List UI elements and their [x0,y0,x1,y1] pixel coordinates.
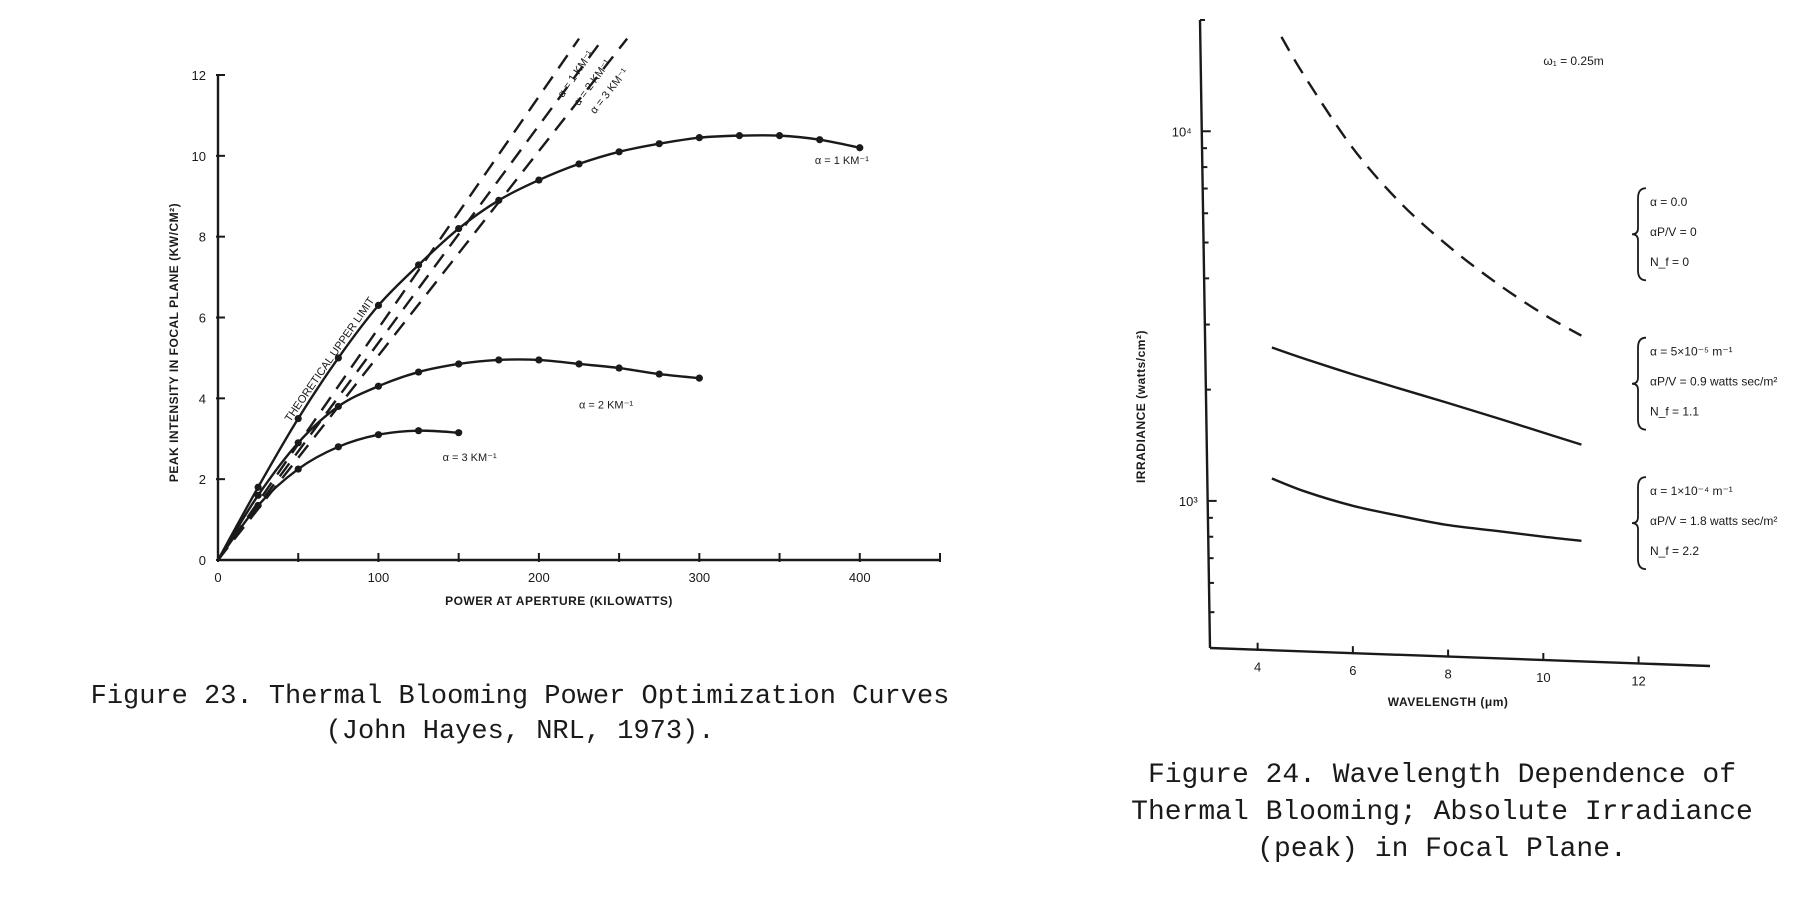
beam-radius-label: ω₁ = 0.25m [1543,54,1603,68]
figure-23-caption: Figure 23. Thermal Blooming Power Optimi… [90,682,950,747]
data-point [695,134,703,142]
parameter-label: αP/V = 1.8 watts sec/m² [1650,514,1777,528]
data-point [535,176,543,184]
data-point [655,140,663,148]
data-point [535,356,543,364]
y-tick-label: 2 [199,472,206,487]
x-tick-label: 8 [1444,667,1451,682]
series-line [1271,477,1582,542]
x-tick-label: 0 [214,570,221,585]
parameter-label: αP/V = 0.9 watts sec/m² [1650,375,1777,389]
power-optimization-chart: 0 100 200 300 400 0 2 4 6 8 10 12 POWER AT APERTURE … [167,37,941,608]
series-line [218,37,580,560]
data-point [695,374,703,382]
figure-24-caption: Figure 24. Wavelength Dependence of Ther… [1131,760,1753,865]
data-point [254,483,262,491]
y-tick-label: 8 [199,230,206,245]
data-point [254,491,262,499]
y-tick-label: 4 [199,391,206,406]
data-point [615,148,623,156]
data-point [334,443,342,451]
data-point [856,144,864,152]
y-tick-label: 6 [199,311,206,326]
data-point [294,465,302,473]
figure-24: 4 6 8 10 12 10³ 10⁴ WAVELENGTH (μm) IRRADIANCE (… [1040,0,1814,908]
data-point [575,160,583,168]
series-line [1271,346,1582,446]
x-tick-label: 4 [1254,660,1261,675]
wavelength-dependence-chart: 4 6 8 10 12 10³ 10⁴ WAVELENGTH (μm) IRRADIANCE (… [1134,19,1777,709]
x-tick-label: 6 [1349,663,1356,678]
x-axis-label: POWER AT APERTURE (KILOWATTS) [445,594,673,608]
y-tick-label: 12 [192,68,206,83]
data-point [374,382,383,390]
data-point [455,429,463,437]
data-point [615,364,623,372]
parameter-label: αP/V = 0 [1650,225,1697,239]
parameter-label: N_f = 0 [1650,255,1689,269]
series-line [1280,36,1583,337]
parameter-bracket [1631,336,1647,431]
series-label: α = 1 KM⁻¹ [815,155,869,167]
upper-limit-label: THEORETICAL UPPER LIMIT [283,295,378,424]
y-tick-label: 10³ [1179,494,1198,509]
data-point [655,370,663,378]
data-point [414,427,423,435]
data-point [455,224,463,233]
series-line [216,134,861,561]
data-point [374,431,383,439]
x-tick-label: 12 [1631,673,1645,688]
series-label: α = 3 KM⁻¹ [443,452,497,464]
y-tick-label: 10⁴ [1172,124,1192,139]
y-tick-label: 0 [199,553,206,568]
y-axis-label: PEAK INTENSITY IN FOCAL PLANE (KW/CM²) [167,203,181,482]
x-tick-label: 200 [528,570,550,585]
data-point [294,414,302,423]
parameter-label: α = 0.0 [1650,195,1688,209]
x-tick-label: 100 [368,570,390,585]
data-point [575,360,583,368]
parameter-bracket [1631,476,1647,571]
y-axis-label: IRRADIANCE (watts/cm²) [1134,330,1148,483]
data-point [414,261,423,269]
parameter-label: α = 5×10⁻⁵ m⁻¹ [1650,345,1733,359]
data-point [334,354,342,362]
x-axis [1209,646,1711,668]
parameter-label: N_f = 1.1 [1650,405,1699,419]
x-tick-label: 300 [688,570,710,585]
data-point [735,132,744,140]
parameter-label: N_f = 2.2 [1650,544,1699,558]
data-point [455,360,463,368]
x-tick-label: 10 [1536,670,1550,685]
data-point [495,356,503,364]
x-tick-label: 400 [849,570,871,585]
y-tick-label: 10 [192,149,206,164]
series-line [218,37,605,560]
figure-23: 0 100 200 300 400 0 2 4 6 8 10 12 POWER AT APERTURE … [90,37,950,747]
x-axis-label: WAVELENGTH (μm) [1388,695,1509,709]
parameter-label: α = 1×10⁻⁴ m⁻¹ [1650,484,1733,498]
series-label: α = 2 KM⁻¹ [579,399,633,411]
y-axis [1198,19,1212,649]
data-point [414,368,423,376]
data-point [816,136,824,144]
data-point [775,132,784,140]
data-point [374,301,383,309]
parameter-bracket [1631,187,1647,282]
series-line [218,37,629,560]
